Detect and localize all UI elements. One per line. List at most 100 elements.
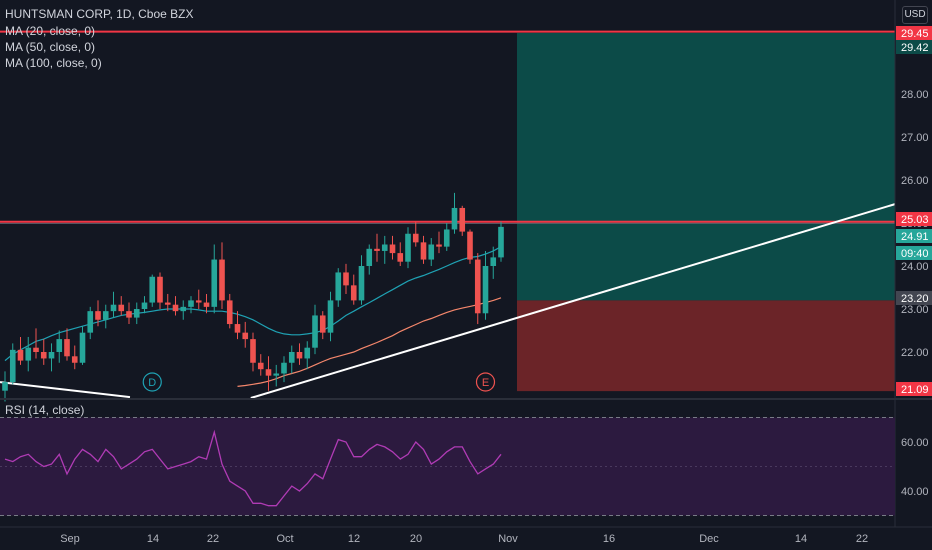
price-tick-label: 27.00	[901, 132, 929, 144]
candle-body	[87, 311, 94, 333]
candle-body	[381, 244, 388, 251]
price-badge-box	[896, 26, 932, 40]
candle-body	[141, 302, 148, 309]
price-badge: 09:40	[896, 246, 932, 260]
event-marker	[142, 372, 162, 392]
candle-body	[397, 253, 404, 262]
candle-body	[219, 259, 225, 301]
rsi-legend[interactable]: RSI (14, close)	[5, 403, 85, 417]
candle-body	[389, 244, 396, 254]
price-badge-box	[896, 382, 932, 396]
candle	[133, 302, 140, 325]
candle-body	[265, 369, 272, 376]
candle-body	[482, 266, 489, 314]
candle-body	[226, 300, 233, 325]
ma20-legend[interactable]: MA (20, close, 0)	[5, 24, 96, 38]
price-badge-label: 24.91	[901, 231, 929, 243]
candle-body	[172, 304, 179, 312]
trendline	[250, 203, 896, 399]
candle	[467, 229, 473, 264]
rsi-tick-label: 40.00	[901, 486, 929, 498]
currency-button[interactable]: USD	[902, 6, 928, 24]
candle-body	[281, 362, 287, 374]
candle-body	[25, 347, 32, 361]
price-badge-label: 23.20	[901, 293, 929, 305]
candle-body	[64, 339, 70, 357]
candle-body	[312, 315, 318, 348]
candle-body	[474, 259, 481, 314]
candle-body	[250, 339, 256, 363]
candle	[25, 336, 32, 372]
candle	[420, 235, 427, 264]
candle-body	[443, 229, 450, 247]
symbol-legend[interactable]: HUNTSMAN CORP, 1D, Cboe BZX	[5, 7, 194, 21]
ma50-legend[interactable]: MA (50, close, 0)	[5, 40, 96, 54]
candle-body	[436, 244, 442, 247]
candle-body	[319, 315, 326, 333]
price-tick-label: 22.00	[901, 347, 929, 359]
candle	[381, 235, 388, 264]
candle	[443, 223, 450, 251]
candle	[451, 192, 458, 234]
time-tick-label: Dec	[699, 533, 719, 545]
candle	[188, 296, 194, 314]
time-tick-label: 22	[207, 533, 219, 545]
candle	[203, 293, 210, 314]
candle	[126, 302, 132, 325]
trendline-old	[0, 381, 131, 399]
candle-body	[9, 349, 16, 383]
time-tick-label: 16	[603, 533, 615, 545]
candle	[195, 289, 202, 309]
time-tick-label: 20	[410, 533, 422, 545]
candle	[319, 311, 326, 340]
candle	[226, 293, 233, 329]
candle-body	[296, 352, 303, 359]
time-tick-label: 14	[147, 533, 159, 545]
candle	[2, 371, 8, 402]
price-badge-label: 21.09	[901, 384, 929, 396]
candle-body	[288, 352, 295, 363]
candle-body	[350, 285, 357, 301]
candle	[374, 233, 380, 262]
price-badge-box	[896, 229, 932, 243]
candle	[33, 328, 39, 359]
candle	[474, 253, 481, 325]
price-badge: 29.45	[896, 26, 932, 40]
candle-body	[102, 311, 109, 320]
candle	[180, 300, 187, 320]
candle	[281, 356, 287, 383]
candle-body	[164, 302, 171, 305]
candle	[273, 364, 280, 387]
candle	[459, 205, 466, 236]
candle-body	[490, 257, 497, 266]
candle	[482, 250, 489, 320]
price-badge-label: 25.03	[901, 214, 929, 226]
price-badge-label: 29.42	[901, 42, 929, 54]
target-zone	[517, 32, 895, 301]
price-badge: 29.42	[896, 40, 932, 54]
candle-body	[126, 311, 132, 318]
candle-body	[374, 248, 380, 251]
candle	[257, 354, 264, 376]
candle	[304, 341, 311, 370]
candle	[490, 246, 497, 279]
candle	[141, 296, 148, 314]
price-badge: 25.03	[896, 212, 932, 226]
event-marker-label: D	[148, 377, 156, 389]
candle	[95, 300, 101, 327]
candle-body	[451, 207, 458, 230]
time-tick-label: Nov	[498, 533, 518, 545]
candle-body	[118, 304, 125, 312]
ma100-legend[interactable]: MA (100, close, 0)	[5, 56, 102, 70]
candle	[312, 304, 318, 355]
candle	[149, 274, 156, 307]
candle	[436, 231, 442, 254]
candle-body	[2, 382, 8, 391]
price-badge: 24.91	[896, 229, 932, 243]
candle	[405, 227, 411, 269]
candle	[250, 332, 256, 372]
candle	[343, 263, 349, 294]
price-badge: 23.20	[896, 291, 932, 305]
candle-body	[405, 233, 411, 262]
